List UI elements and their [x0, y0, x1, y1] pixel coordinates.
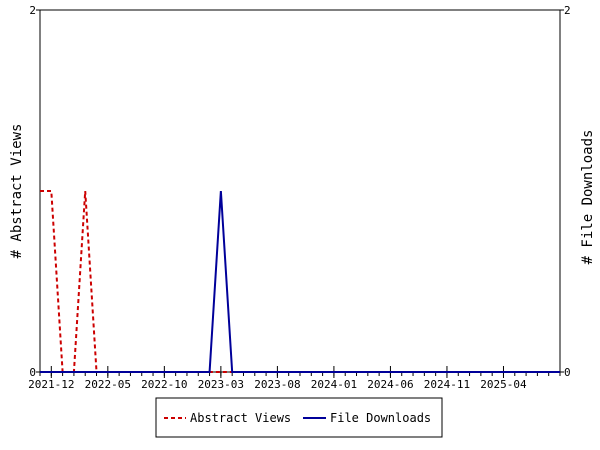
x-tick-label: 2023-08: [254, 378, 300, 391]
y-axis-title: # Abstract Views: [9, 124, 25, 259]
plot-frame: [39, 9, 561, 373]
y2-axis-title: # File Downloads: [580, 130, 596, 265]
x-tick-label: 2023-03: [198, 378, 244, 391]
plot-area: [39, 9, 561, 373]
legend-box: [155, 397, 443, 438]
y-tick-label: 2: [29, 4, 36, 17]
legend: Abstract Views File Downloads: [155, 397, 443, 438]
series-lines: [40, 190, 560, 373]
series-line-file-downloads: [40, 190, 560, 373]
y-tick-label: 0: [29, 366, 36, 379]
x-tick-label: 2021-12: [28, 378, 74, 391]
y2-tick-label: 2: [564, 4, 571, 17]
x-tick-label: 2024-06: [367, 378, 413, 391]
legend-label-file-downloads: File Downloads: [330, 411, 431, 425]
x-tick-label: 2025-04: [480, 378, 527, 391]
y2-tick-label: 0: [564, 366, 571, 379]
x-tick-label: 2024-01: [311, 378, 357, 391]
axis-ticks: 2021-12 2022-05 2022-10 2023-03 2023-08 2024-…: [28, 4, 571, 391]
legend-label-abstract-views: Abstract Views: [190, 411, 291, 425]
x-tick-label: 2022-10: [141, 378, 187, 391]
x-tick-label: 2022-05: [85, 378, 131, 391]
x-tick-label: 2024-11: [424, 378, 470, 391]
